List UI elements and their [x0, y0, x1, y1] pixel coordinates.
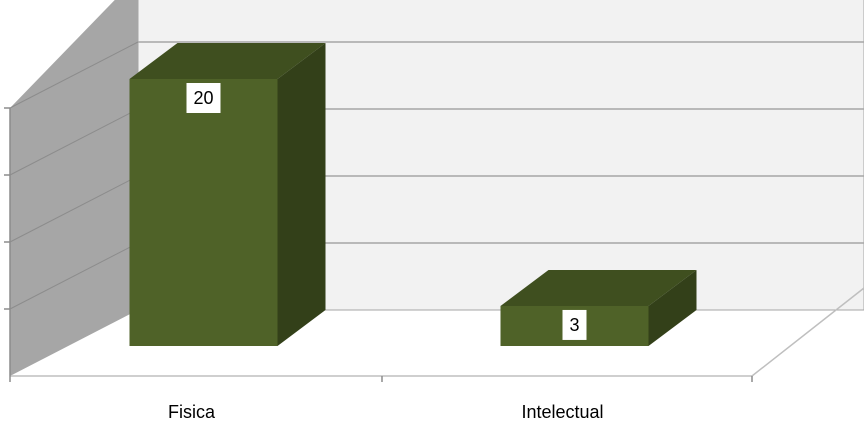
data-label: 3: [569, 315, 579, 335]
category-label: Fisica: [168, 402, 216, 422]
side-wall: [10, 0, 138, 376]
gridline-side: [9, 242, 139, 310]
bars: 20 3: [129, 43, 697, 346]
floor-edge: [751, 287, 864, 377]
data-label-box: [562, 309, 587, 340]
bar-front: [129, 79, 278, 346]
bar-top: [500, 269, 697, 306]
gridline-side: [9, 41, 139, 109]
gridline-side: [9, 175, 139, 243]
bar-side: [648, 269, 697, 346]
axes: [9, 108, 864, 382]
category-label: Intelectual: [521, 402, 603, 422]
gridline-side: [9, 108, 139, 176]
bar-side: [277, 43, 326, 346]
data-label: 20: [193, 88, 213, 108]
bar-fisica: 20: [129, 43, 326, 346]
bar-top: [129, 43, 326, 79]
bar-intelectual: 3: [500, 269, 697, 346]
data-label-box: [186, 83, 221, 113]
category-labels: Fisica Intelectual: [168, 402, 604, 422]
